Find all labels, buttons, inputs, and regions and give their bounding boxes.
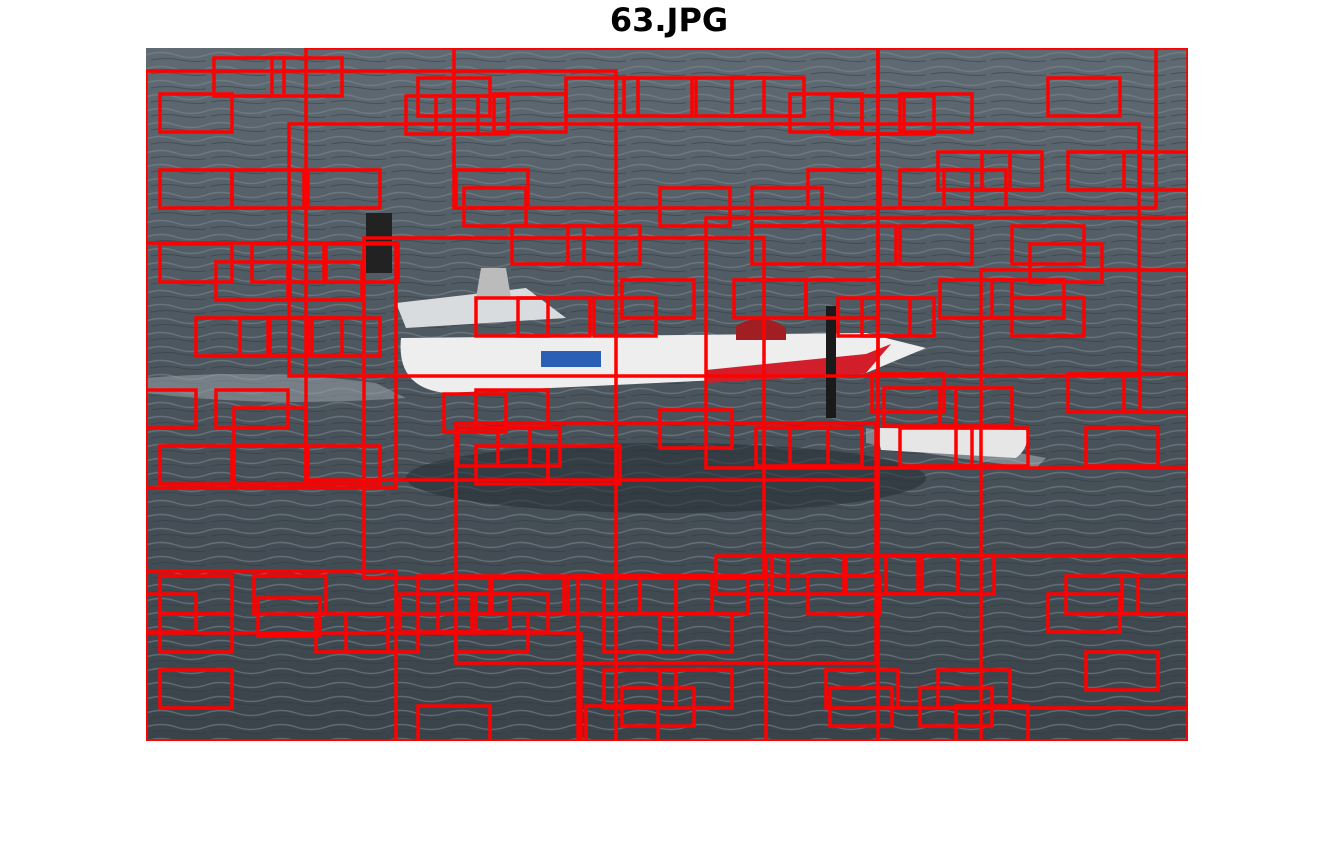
detection-box: [860, 94, 936, 136]
figure-title: 63.JPG: [609, 1, 729, 39]
boat-hull: [400, 333, 926, 393]
detection-box: [704, 216, 1188, 470]
detection-box: [146, 69, 618, 741]
detection-box: [658, 612, 734, 654]
detection-box: [256, 596, 322, 638]
detection-box: [452, 48, 1158, 210]
detection-box: [474, 296, 550, 338]
detection-box: [324, 242, 400, 284]
detection-box: [270, 56, 344, 98]
detection-box: [920, 554, 996, 596]
detection-box: [936, 150, 1012, 192]
detection-box: [592, 296, 658, 338]
detection-box: [268, 316, 344, 358]
detection-box: [462, 186, 528, 228]
boat-blue-logo: [541, 351, 601, 367]
detection-box: [898, 92, 974, 134]
photo-with-boxes: [146, 48, 1188, 741]
detection-box: [898, 426, 974, 468]
detection-box: [788, 426, 864, 468]
detection-box: [146, 388, 198, 430]
detection-box: [622, 76, 698, 118]
detection-box: [824, 668, 900, 710]
detection-box: [658, 408, 734, 450]
detection-box: [158, 444, 234, 486]
detection-box: [416, 574, 492, 616]
detection-box: [194, 316, 270, 358]
detection-box: [306, 444, 382, 486]
detection-box: [230, 168, 306, 210]
detection-box: [954, 426, 1030, 468]
detection-box: [1066, 150, 1142, 192]
detection-box: [870, 372, 946, 414]
detection-box: [454, 421, 878, 665]
detection-box: [1066, 372, 1142, 414]
detection-box: [1046, 76, 1122, 118]
detection-box: [564, 76, 640, 118]
detection-box: [979, 268, 1188, 741]
detection-box: [822, 224, 898, 266]
boat-red-helmet: [736, 318, 786, 340]
boat-red-stripe: [706, 344, 891, 383]
boat-sensor: [476, 268, 511, 298]
detection-box: [566, 224, 642, 266]
detection-box: [898, 224, 974, 266]
detection-box: [158, 92, 234, 134]
detection-box: [146, 631, 583, 741]
detection-box: [1120, 574, 1188, 616]
detection-box: [1122, 372, 1188, 414]
detection-box: [690, 76, 766, 118]
boat-foil-strut: [826, 306, 836, 418]
detection-box: [158, 668, 234, 710]
detection-box: [882, 386, 958, 428]
detection-box: [1028, 242, 1104, 284]
boat: [366, 213, 1028, 458]
detection-box: [416, 704, 492, 741]
detection-box: [306, 316, 382, 358]
detection-box: [1084, 426, 1160, 468]
detection-box: [1122, 150, 1188, 192]
detection-box: [876, 48, 1188, 710]
detection-box: [980, 150, 1044, 192]
image-figure: [146, 48, 1188, 741]
detection-box: [954, 704, 1030, 741]
detection-box: [1010, 296, 1086, 338]
detection-box: [658, 186, 732, 228]
detection-box: [287, 122, 1141, 378]
detection-box: [516, 296, 592, 338]
detection-box: [602, 612, 678, 654]
boat-foil-float: [876, 428, 1028, 458]
detection-box: [828, 686, 894, 728]
detection-box: [546, 444, 622, 486]
detection-box: [454, 168, 530, 210]
detection-box: [252, 574, 328, 616]
detection-box: [434, 94, 510, 136]
detection-box: [212, 56, 286, 98]
detection-box: [938, 386, 1014, 428]
detection-box: [806, 168, 882, 210]
detection-box: [860, 296, 936, 338]
detection-box: [306, 168, 382, 210]
detection-box: [584, 704, 660, 741]
detection-box: [730, 76, 806, 118]
detection-box: [146, 569, 398, 741]
detection-box: [510, 224, 586, 266]
boat-shadow: [406, 443, 926, 513]
detection-box: [1084, 650, 1160, 692]
detection-box: [490, 574, 566, 616]
detection-box: [232, 444, 308, 486]
detection-boxes: [146, 48, 1188, 741]
boat-wake: [146, 374, 406, 402]
detection-box: [806, 574, 882, 616]
detection-box: [158, 612, 234, 654]
detection-box: [1046, 592, 1122, 634]
